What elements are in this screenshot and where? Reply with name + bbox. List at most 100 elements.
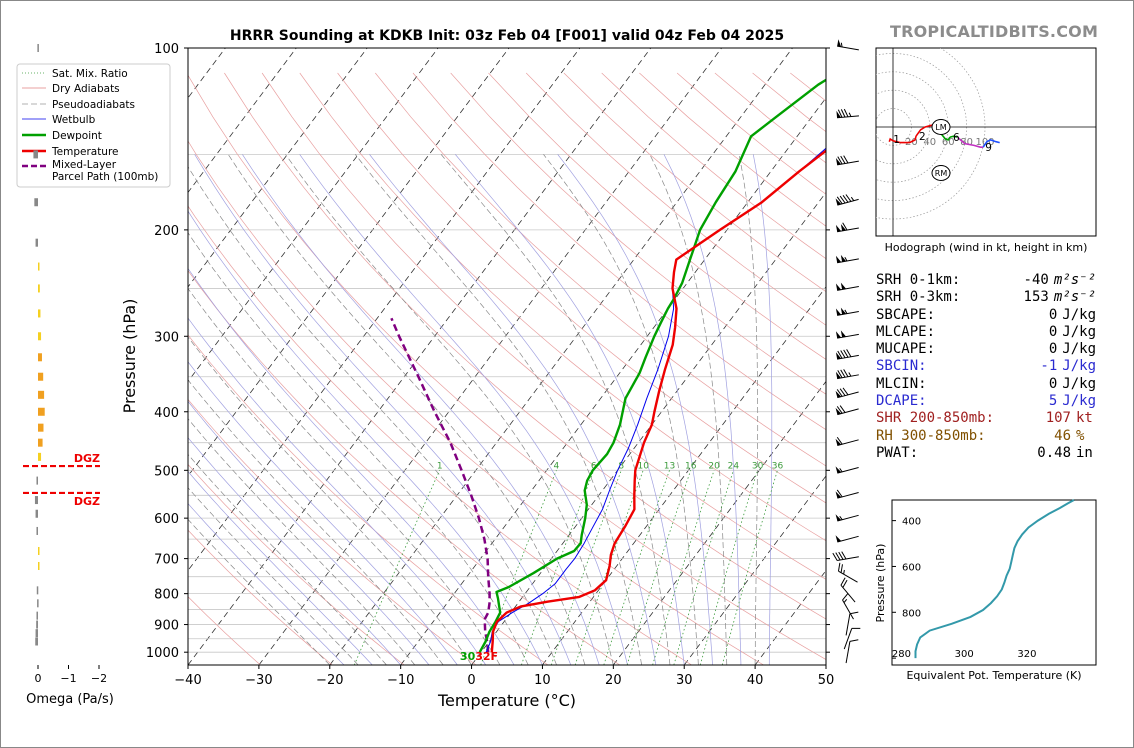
wetbulb-adiabat [188,267,515,665]
index-value: 5 [1048,393,1058,410]
wetbulb-adiabat [557,154,713,665]
index-row: SRH 0-1km: -40 m²s⁻² [876,272,1096,289]
mixing-ratio-label: 20 [708,461,720,471]
theta-e-frame [891,499,1097,666]
index-label: PWAT: [876,444,919,461]
wetbulb-adiabat [188,361,458,665]
wind-barb [835,387,859,399]
hodograph-caption: Hodograph (wind in kt, height in km) [885,241,1088,254]
omega-bar [36,476,38,485]
wetbulb-adiabat [369,154,657,665]
watermark: TROPICALTIDBITS.COM [890,22,1099,41]
omega-bar [38,438,43,447]
wind-barb [845,639,859,664]
x-tick-label: −40 [174,673,201,688]
index-row: SHR 200-850mb: 107 kt [876,410,1096,427]
index-row: SBCAPE: 0 J/kg [876,307,1096,324]
omega-bar [33,150,38,159]
dry-adiabat [188,205,692,665]
wind-barb [840,577,856,603]
index-row: SBCIN: -1 J/kg [876,358,1096,375]
isotherm-line [542,286,826,665]
theta-e-y-label: 600 [902,562,921,573]
omega-bar [38,546,40,556]
dgz-label: DGZ [74,452,100,465]
wind-barb [845,611,859,636]
index-value: 0 [1048,341,1058,358]
index-unit: J/kg [1062,358,1096,375]
mixing-ratio-label: 6 [591,461,597,471]
y-tick-label: 400 [154,406,179,421]
hodograph-ring-label: 80 [960,137,973,148]
index-row: SRH 0-3km: 153 m²s⁻² [876,289,1096,306]
wind-barb [832,551,859,562]
theta-e-y-label: 400 [902,517,921,528]
wetbulb-adiabat [242,154,600,665]
index-label: SRH 0-3km: [876,289,961,306]
pseudoadiabat [188,487,359,665]
y-tick-label: 100 [154,42,179,57]
omega-bar [38,561,40,571]
mixing-ratio-line [699,470,758,665]
omega-bar [35,509,38,518]
isotherm-line [188,48,510,477]
pseudoadiabat [188,287,501,665]
omega-bar [38,407,45,416]
index-value: 153 [1023,289,1049,306]
omega-bar [38,452,42,461]
dry-adiabat [188,529,333,665]
wetbulb-adiabat [188,317,486,665]
omega-bar [38,390,45,399]
dry-adiabat [188,74,826,660]
wetbulb-adiabat [188,503,345,665]
x-tick-label: 0 [467,673,475,688]
theta-e-panel: 400 600 800 280 300 320 [892,499,1075,660]
x-tick-label: 20 [605,673,622,688]
isotherm-line [471,191,826,665]
index-label: SBCAPE: [876,306,936,323]
omega-tick-label: 0 [35,672,42,685]
wind-barb [837,562,858,583]
index-label: SBCIN: [876,358,927,375]
isotherm-line [188,48,652,665]
x-tick-label: 40 [747,673,764,688]
dry-adiabat [299,72,826,542]
y-tick-label: 600 [154,512,179,527]
index-value: 46 [1054,427,1071,444]
hodograph-trace [888,136,917,144]
omega-bar [38,262,40,271]
omega-bar [36,620,38,629]
index-unit: J/kg [1062,375,1096,392]
legend-label: Sat. Mix. Ratio [52,68,128,80]
dry-adiabat [337,72,826,504]
skewt-axes-frame [187,47,827,666]
wetbulb-adiabat [188,470,373,665]
y-tick-label: 200 [154,224,179,239]
wind-barb [835,489,859,499]
pseudoadiabat [227,154,586,665]
hodograph-motion-label: RM [935,169,948,178]
index-unit: J/kg [1062,306,1096,323]
legend-label: Pseudoadiabats [52,99,135,111]
y-tick-label: 500 [154,464,179,479]
y-axis-label: Pressure (hPa) [120,299,139,414]
wind-barb [835,466,859,474]
pseudoadiabats [188,154,773,665]
theta-e-y-label: 800 [902,608,921,619]
wind-barb [835,369,859,380]
isotherm-line [188,48,297,194]
omega-bar [35,629,38,638]
mixing-ratio-label: 10 [637,461,649,471]
hodograph: 2040608010012369LMRM [876,48,1096,236]
y-tick-label: 1000 [146,646,179,661]
index-unit: m²s⁻² [1053,272,1096,288]
mixing-ratio-line [603,470,670,665]
index-unit: J/kg [1062,393,1096,410]
index-value: -40 [1023,272,1049,288]
mixing-ratio-label: 4 [554,461,560,471]
pseudoadiabat [738,154,759,665]
pseudoadiabat [188,518,331,665]
pseudoadiabat [188,453,387,665]
dry-adiabat [188,334,549,665]
